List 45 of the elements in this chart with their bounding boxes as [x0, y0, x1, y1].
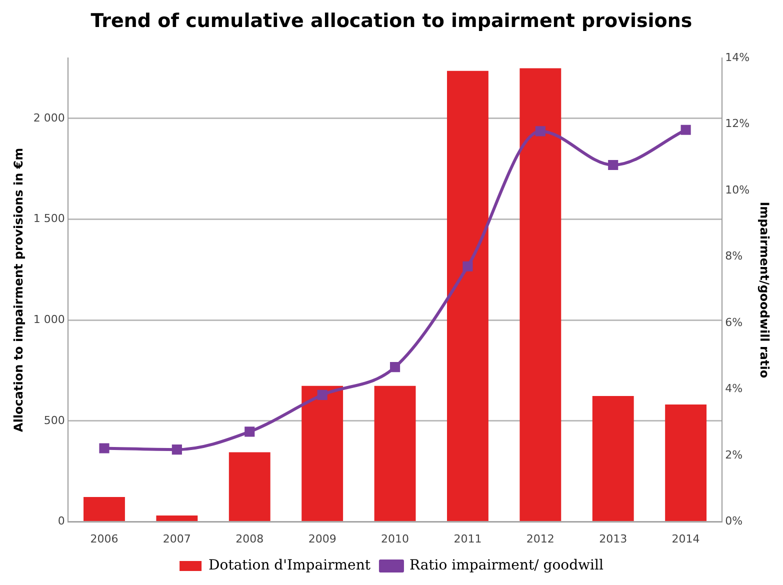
x-tick-label: 2008: [236, 532, 264, 546]
y2-tick-label: 14%: [725, 50, 750, 64]
bar: [374, 386, 416, 522]
x-tick-label: 2007: [162, 532, 191, 546]
chart-title: Trend of cumulative allocation to impairment provisions: [90, 10, 694, 34]
x-tick-label: 2009: [308, 532, 336, 546]
bar: [592, 396, 634, 522]
y-tick-label: 2 000: [33, 111, 65, 124]
x-tick-label: 2006: [90, 532, 118, 546]
x-tick-label: 2011: [454, 532, 482, 546]
bar: [84, 496, 125, 522]
point: [172, 444, 182, 455]
y-tick-label: 1 000: [33, 313, 65, 326]
y-tick-label: 0: [58, 514, 65, 528]
point: [390, 362, 400, 372]
x-tick-label: 2010: [381, 532, 410, 546]
y2-tick-label: 8%: [725, 250, 743, 263]
x-tick-label: 2013: [599, 532, 628, 546]
bar: [156, 516, 198, 522]
point: [99, 443, 110, 454]
y2-tick-label: 4%: [725, 382, 743, 396]
point: [462, 261, 473, 272]
point: [317, 390, 328, 400]
y2-tick-label: 0%: [725, 514, 743, 528]
y2-tick-label: 10%: [725, 183, 750, 196]
bar: [447, 70, 488, 522]
legend-label: Dotation d'Impairment: [208, 558, 371, 574]
y-tick-label: 1 500: [33, 212, 65, 226]
y2-axis-title: Impairment/goodwill ratio: [758, 202, 772, 378]
x-tick-label: 2012: [526, 532, 554, 546]
x-tick-label: 2014: [672, 532, 700, 546]
bar: [665, 404, 707, 522]
bar: [302, 386, 344, 522]
point: [680, 124, 691, 135]
y2-tick-label: 2%: [725, 448, 743, 462]
y-tick-label: 500: [44, 414, 65, 427]
bar: [520, 68, 562, 522]
legend-label: Ratio impairment/ goodwill: [409, 558, 604, 574]
point: [608, 160, 618, 170]
y2-tick-label: 12%: [725, 117, 750, 130]
point: [535, 126, 546, 136]
y-axis-title: Allocation to impairment provisions in €m: [11, 148, 26, 432]
y2-tick-label: 6%: [725, 316, 743, 329]
bar: [228, 452, 270, 522]
point: [244, 426, 255, 437]
